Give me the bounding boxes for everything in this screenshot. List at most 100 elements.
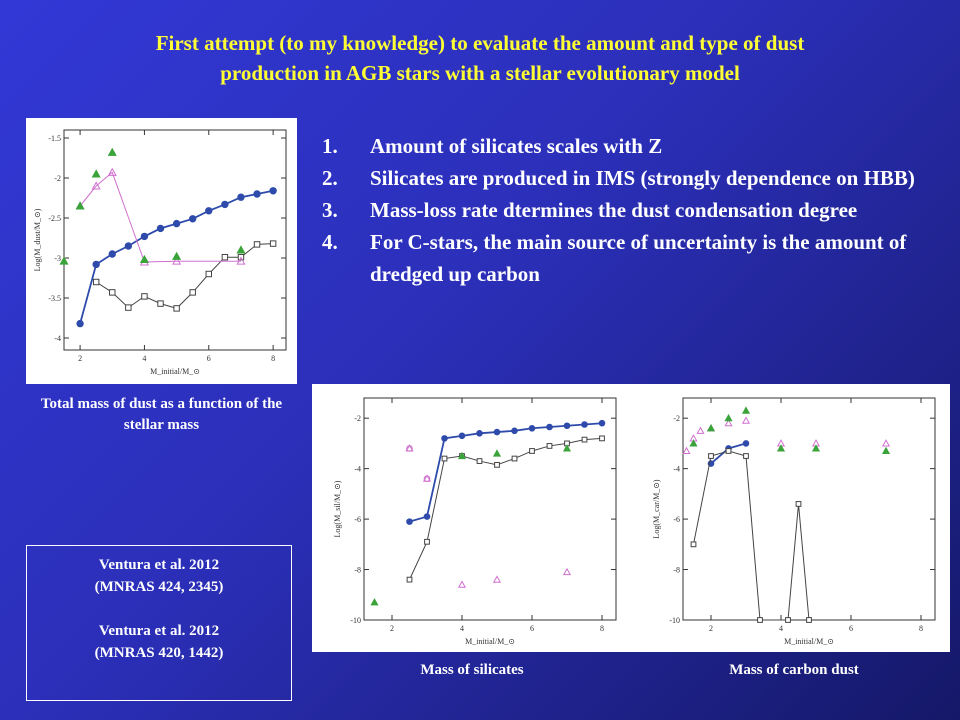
x-tick-label: 6 bbox=[207, 354, 211, 363]
plot-frame bbox=[682, 397, 936, 621]
data-point bbox=[424, 538, 430, 545]
x-axis-label: M_initial/M_⊙ bbox=[150, 367, 200, 376]
data-point bbox=[706, 424, 716, 432]
data-point bbox=[253, 190, 261, 198]
x-axis-label: M_initial/M_⊙ bbox=[784, 637, 834, 646]
series-pink-open-triangle bbox=[682, 416, 891, 455]
data-point bbox=[91, 169, 101, 178]
data-point bbox=[724, 418, 733, 427]
key-point-number: 3. bbox=[322, 198, 338, 222]
data-point bbox=[221, 253, 229, 261]
data-point bbox=[59, 256, 69, 265]
data-point bbox=[881, 439, 891, 447]
x-tick-label: 4 bbox=[142, 354, 146, 363]
series-line bbox=[693, 450, 810, 621]
data-point bbox=[494, 461, 500, 468]
slide-title: First attempt (to my knowledge) to evalu… bbox=[30, 28, 930, 88]
data-point bbox=[492, 449, 502, 457]
data-point bbox=[581, 436, 588, 443]
data-point bbox=[125, 304, 132, 311]
key-point-number: 4. bbox=[322, 230, 338, 254]
carbon-dust-caption: Mass of carbon dust bbox=[729, 662, 859, 678]
data-point bbox=[811, 444, 821, 452]
x-tick-label: 6 bbox=[530, 624, 534, 633]
series-line bbox=[79, 171, 241, 263]
data-point bbox=[237, 193, 245, 201]
data-point bbox=[776, 444, 786, 452]
series-pink-open-triangle-line bbox=[75, 167, 246, 266]
data-point bbox=[406, 445, 413, 452]
carbon-dust-chart: 2 4 6 8 -2 -4 -6 -8 -10 M_initial/M_⊙ Log(M_car/M_… bbox=[652, 397, 936, 646]
y-axis-label: Log(M_dust/M_⊙) bbox=[33, 208, 42, 271]
key-point-number: 1. bbox=[322, 134, 338, 158]
plot-frame bbox=[63, 129, 287, 351]
series-pink-open-triangle bbox=[405, 444, 572, 588]
data-point bbox=[457, 451, 467, 460]
data-point bbox=[157, 300, 164, 307]
data-point bbox=[441, 455, 448, 462]
total-dust-chart-panel: 2 4 6 8 -1.5 -2 -2.5 -3 -3.5 -4 M_initial/M_⊙ Log(M… bbox=[26, 118, 297, 384]
data-point bbox=[107, 147, 117, 156]
data-point bbox=[562, 444, 572, 452]
x-tick-label: 2 bbox=[78, 354, 82, 363]
x-axis-label: M_initial/M_⊙ bbox=[465, 637, 515, 646]
x-tick-label: 8 bbox=[271, 354, 275, 363]
x-tick-label: 8 bbox=[600, 624, 604, 633]
data-point bbox=[423, 475, 431, 483]
data-point bbox=[423, 513, 431, 520]
data-point bbox=[563, 422, 571, 430]
key-point-text: Amount of silicates scales with Z bbox=[370, 134, 663, 158]
data-point bbox=[108, 250, 116, 258]
data-point bbox=[141, 293, 148, 300]
series-black-open-square-line bbox=[690, 448, 812, 623]
data-point bbox=[124, 242, 133, 250]
data-point bbox=[205, 270, 213, 278]
y-axis-label: Log(M_car/M_⊙) bbox=[652, 479, 661, 538]
data-point bbox=[156, 224, 165, 233]
data-point bbox=[492, 575, 502, 583]
data-point bbox=[881, 446, 891, 455]
data-point bbox=[221, 200, 229, 209]
data-point bbox=[476, 430, 483, 437]
data-point bbox=[253, 241, 261, 248]
data-point bbox=[92, 278, 100, 286]
data-point bbox=[406, 518, 413, 525]
x-tick-label: 8 bbox=[919, 624, 923, 633]
title-line-1: First attempt (to my knowledge) to evalu… bbox=[155, 31, 805, 55]
series-black-open-square-line bbox=[406, 435, 605, 583]
y-tick-label: -4 bbox=[354, 465, 361, 474]
y-tick-label: -8 bbox=[354, 566, 361, 575]
data-point bbox=[599, 435, 605, 442]
data-point bbox=[269, 187, 277, 195]
data-point bbox=[236, 256, 246, 265]
data-point bbox=[91, 181, 101, 190]
data-point bbox=[546, 423, 553, 431]
plot-frame bbox=[363, 397, 617, 621]
key-point-number: 2. bbox=[322, 166, 338, 190]
data-point bbox=[441, 435, 448, 442]
series-blue-filled-circle-line bbox=[406, 419, 606, 525]
series-line bbox=[95, 243, 274, 309]
y-tick-label: -10 bbox=[669, 616, 680, 625]
silicates-chart: 2 4 6 8 -2 -4 -6 -8 -10 M_initial/M_⊙ Log(M_sil/M_… bbox=[333, 397, 617, 646]
reference-author-1: Ventura et al. 2012 bbox=[98, 557, 220, 573]
data-point bbox=[743, 453, 749, 459]
data-point bbox=[139, 254, 149, 264]
reference-author-2: Ventura et al. 2012 bbox=[98, 623, 220, 639]
data-point bbox=[795, 501, 802, 507]
data-point bbox=[724, 413, 733, 422]
reference-journal-1: (MNRAS 424, 2345) bbox=[94, 579, 224, 595]
data-point bbox=[76, 319, 84, 328]
key-point-text: Mass-loss rate dtermines the dust conden… bbox=[370, 198, 858, 222]
y-tick-label: -4 bbox=[673, 465, 680, 474]
x-tick-label: 6 bbox=[849, 624, 853, 633]
series-line bbox=[409, 422, 603, 523]
data-point bbox=[528, 424, 536, 432]
data-point bbox=[682, 446, 691, 455]
y-tick-label: -2 bbox=[54, 174, 61, 183]
y-tick-label: -2 bbox=[354, 414, 361, 423]
dust-type-charts-panel: 2 4 6 8 -2 -4 -6 -8 -10 M_initial/M_⊙ Log(M_sil/M_… bbox=[312, 384, 950, 652]
x-tick-label: 4 bbox=[779, 624, 783, 633]
y-tick-label: -8 bbox=[673, 566, 680, 575]
data-point bbox=[598, 419, 606, 427]
